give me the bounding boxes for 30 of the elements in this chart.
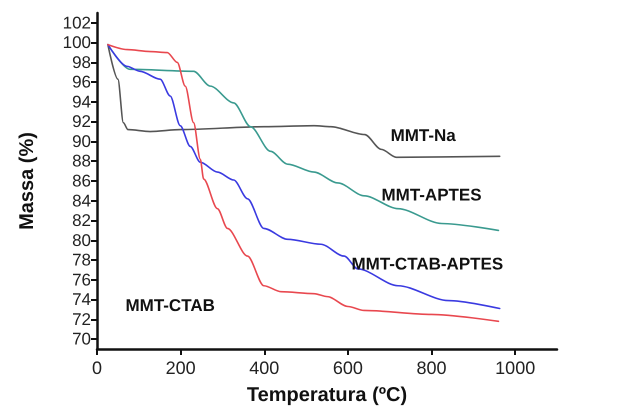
y-tick-label: 76 bbox=[72, 270, 91, 290]
y-tick-label: 100 bbox=[62, 33, 91, 52]
y-tick-label: 70 bbox=[72, 330, 91, 349]
x-tick-label: 200 bbox=[166, 358, 196, 378]
y-tick-label: 90 bbox=[72, 132, 91, 151]
x-tick-label: 400 bbox=[249, 358, 280, 378]
y-tick-label: 74 bbox=[72, 290, 91, 310]
y-tick-label: 98 bbox=[72, 52, 91, 72]
text: MMT-CTAB bbox=[125, 296, 215, 316]
y-tick-label: 92 bbox=[72, 112, 91, 132]
y-tick-label: 94 bbox=[72, 92, 91, 112]
y-tick-label: 102 bbox=[62, 13, 91, 32]
line-series bbox=[107, 44, 501, 158]
x-tick-label: 0 bbox=[92, 358, 102, 378]
y-axis-title: Massa (%) bbox=[16, 132, 38, 230]
x-axis-title: Temperatura (ºC) bbox=[246, 384, 408, 406]
y-tick-label: 84 bbox=[72, 191, 91, 210]
y-tick-label: 88 bbox=[72, 152, 91, 171]
x-tick-label: 800 bbox=[416, 358, 447, 378]
x-tick-label: 1000 bbox=[495, 358, 536, 378]
y-tick-label: 78 bbox=[72, 250, 91, 270]
y-tick-label: 82 bbox=[72, 211, 91, 230]
y-tick-label: 80 bbox=[72, 230, 91, 250]
y-tick-label: 72 bbox=[72, 310, 91, 329]
series-label: MMT-Na bbox=[390, 126, 456, 146]
x-tick-label: 600 bbox=[332, 358, 363, 378]
series-label: MMT-CTAB-APTES bbox=[351, 254, 504, 274]
y-tick-label: 96 bbox=[72, 72, 91, 92]
series-label: MMT-APTES bbox=[381, 185, 482, 204]
y-tick-label: 86 bbox=[72, 172, 91, 190]
